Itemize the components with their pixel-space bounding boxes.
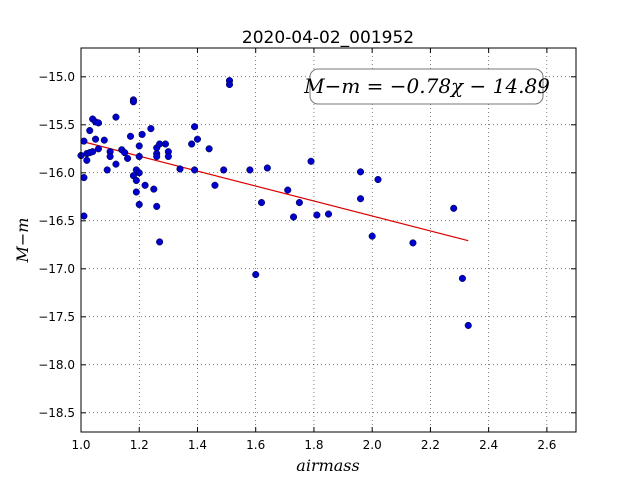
data-point (126, 132, 135, 140)
data-point (124, 154, 132, 162)
data-point (150, 185, 158, 193)
data-point (193, 135, 202, 143)
x-axis-label: airmass (296, 456, 359, 475)
y-tick-label: −15.0 (38, 70, 75, 84)
data-point (220, 166, 228, 174)
data-point (153, 202, 161, 210)
chart-title: 2020-04-02_001952 (242, 28, 414, 48)
data-point (191, 123, 199, 131)
data-point (121, 149, 129, 157)
data-point (80, 174, 88, 182)
data-point (246, 166, 254, 174)
data-point (211, 181, 219, 189)
data-point (103, 166, 111, 174)
data-point (132, 188, 140, 196)
data-point (295, 199, 303, 207)
fit-equation-box: M−m = −0.78χ − 14.89 (303, 68, 550, 105)
x-tick-label: 2.4 (479, 438, 498, 452)
data-point (106, 152, 114, 161)
y-tick-label: −18.5 (38, 406, 75, 420)
x-tick-label: 1.8 (304, 438, 323, 452)
data-point (80, 137, 88, 145)
data-point (92, 135, 100, 143)
data-point (112, 113, 120, 121)
data-point (284, 186, 292, 194)
data-point (191, 166, 199, 174)
data-point (188, 140, 196, 148)
data-point (138, 130, 146, 138)
data-point (176, 165, 184, 173)
y-tick-label: −17.5 (38, 310, 75, 324)
data-point (324, 210, 333, 218)
data-point (147, 125, 155, 133)
data-point (89, 148, 97, 156)
data-point (464, 321, 472, 329)
data-point (153, 152, 161, 161)
x-tick-label: 2.2 (421, 438, 440, 452)
data-point (100, 136, 108, 144)
x-tick-label: 1.4 (188, 438, 207, 452)
data-point (94, 119, 103, 127)
plot-frame (80, 47, 577, 433)
plot-area (81, 48, 576, 432)
y-tick-label: −17.0 (38, 262, 75, 276)
fit-equation-frame (309, 68, 544, 105)
data-point (94, 145, 103, 153)
x-tick-label: 1.6 (246, 438, 265, 452)
y-tick-label: −16.0 (38, 166, 75, 180)
y-tick-label: −16.5 (38, 214, 75, 228)
x-tick-labels: 1.0 1.2 1.4 1.6 1.8 2.0 2.2 2.4 2.6 (71, 438, 556, 452)
y-tick-label: −18.0 (38, 358, 75, 372)
data-point (458, 274, 466, 282)
data-point (356, 168, 365, 176)
fit-line-group (80, 140, 469, 242)
x-tick-label: 2.6 (537, 438, 556, 452)
y-axis-label: M−m (13, 218, 32, 264)
data-point (450, 204, 458, 212)
y-tick-label: −15.5 (38, 118, 75, 132)
x-tick-label: 1.0 (71, 438, 90, 452)
data-point (80, 212, 88, 220)
data-point (161, 140, 169, 148)
data-points (77, 77, 472, 329)
data-point (307, 157, 315, 165)
grid-lines (80, 48, 576, 432)
data-point (135, 200, 143, 209)
axis-ticks (80, 48, 576, 432)
data-point (135, 169, 143, 177)
data-point (374, 175, 382, 184)
fit-line (80, 140, 469, 242)
data-point (368, 232, 376, 240)
data-point (164, 152, 172, 161)
data-point (141, 181, 149, 189)
data-point (129, 98, 137, 106)
y-tick-labels: −15.0 −15.5 −16.0 −16.5 −17.0 −17.5 −18.0 −18.5 (38, 70, 75, 420)
x-tick-label: 2.0 (363, 438, 382, 452)
data-point (135, 142, 143, 150)
data-point (112, 160, 120, 168)
data-point (313, 211, 321, 219)
data-point (135, 152, 143, 161)
data-point (290, 213, 298, 221)
data-point (263, 164, 271, 172)
data-point (409, 239, 417, 247)
data-point (205, 145, 213, 153)
fit-equation: M−m = −0.78χ − 14.89 (303, 74, 550, 98)
data-point (225, 80, 234, 89)
x-tick-label: 1.2 (130, 438, 149, 452)
data-point (356, 195, 365, 203)
data-point (257, 199, 266, 207)
data-point (132, 176, 140, 185)
data-point (156, 238, 164, 246)
data-point (252, 271, 260, 279)
data-point (83, 156, 91, 164)
data-point (86, 127, 94, 135)
